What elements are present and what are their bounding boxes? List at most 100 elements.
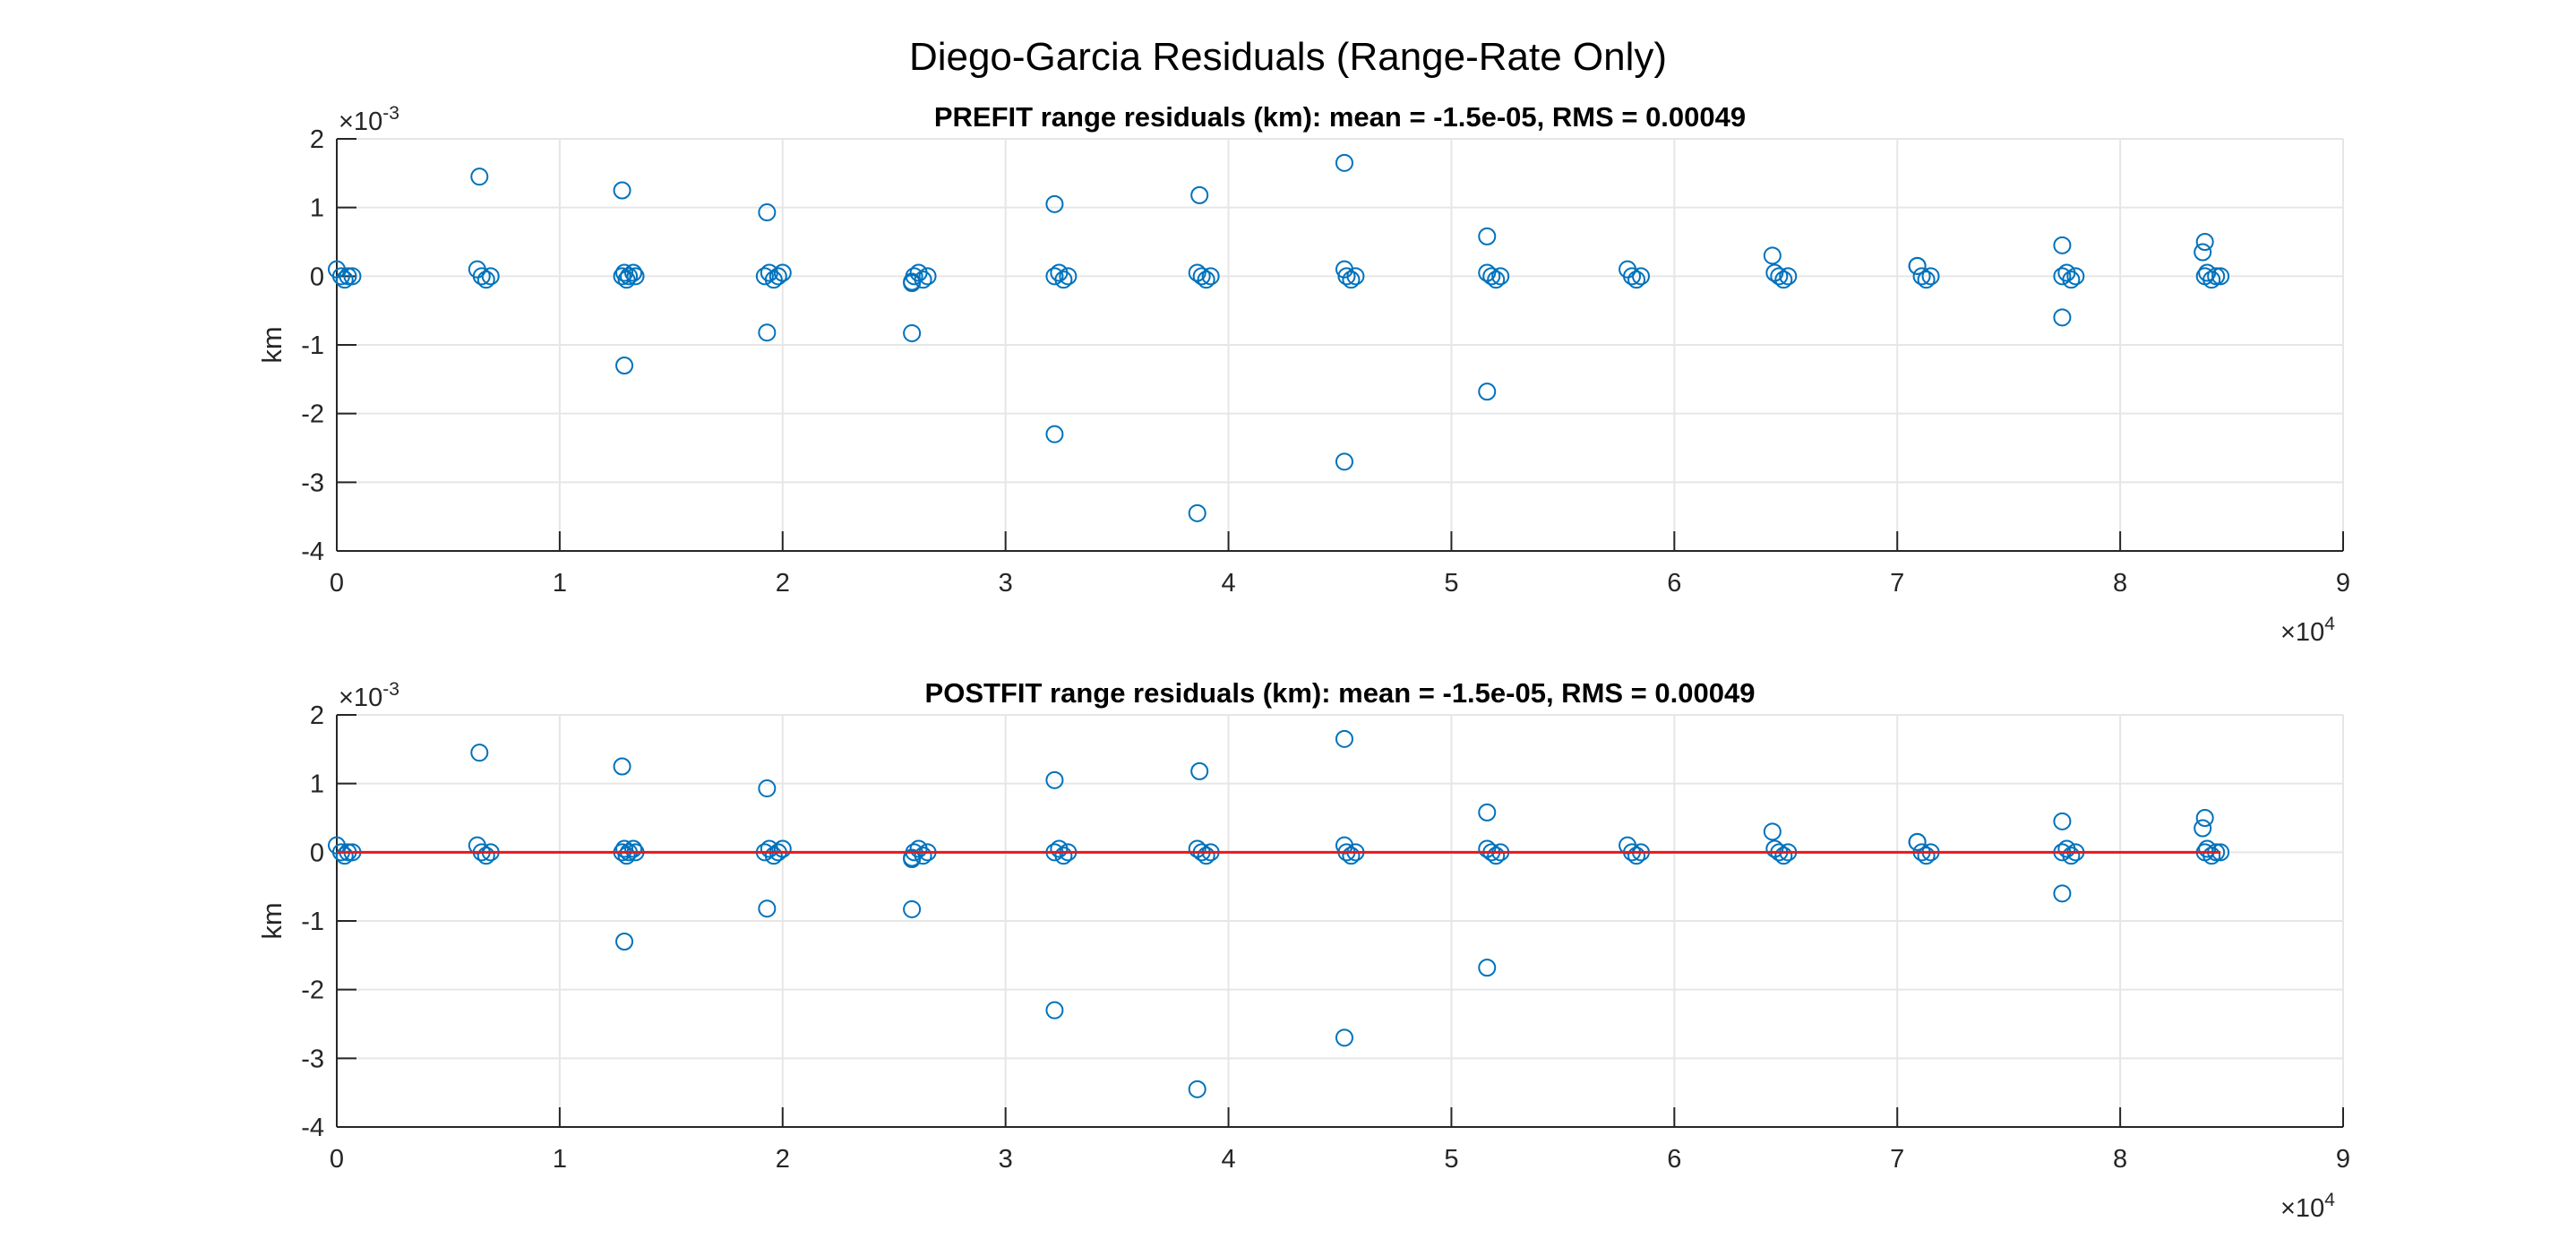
scatter-point [470,744,489,762]
scatter-point [2194,243,2212,262]
scatter-point [1190,761,1209,780]
scatter-point [2202,271,2221,289]
y-tick-label: 1 [310,194,324,223]
y-exponent-base: ×10 [339,684,382,712]
x-tick-label: 1 [553,569,567,598]
scatter-point [481,267,500,286]
scatter-point [1335,1028,1353,1047]
scatter-point [1054,847,1073,865]
x-tick-label: 3 [999,1145,1013,1174]
scatter-point [1487,847,1506,865]
y-tick-label: -4 [301,1114,324,1142]
y-tick-label: -2 [301,976,324,1005]
y-tick-label: -3 [301,1045,324,1073]
scatter-point [620,267,639,286]
y-tick-label: 0 [310,262,324,291]
scatter-point [1337,267,1356,286]
scatter-point [624,263,643,282]
scatter-point [773,839,792,858]
x-exponent-power: 4 [2324,1190,2335,1210]
scatter-point [613,181,631,200]
x-tick-label: 4 [1221,569,1235,598]
scatter-point [1342,271,1361,289]
scatter-point [477,847,495,865]
scatter-point [470,168,489,186]
scatter-point [624,839,643,858]
x-tick-label: 1 [553,1145,567,1174]
y-tick-label: -2 [301,400,324,429]
scatter-point [1627,271,1646,289]
scatter-point [615,839,634,858]
y-exponent-base: ×10 [339,108,382,136]
scatter-point [1917,847,1936,865]
y-tick-label: -1 [301,908,324,936]
scatter-point [1623,267,1642,286]
y-exponent-power: -3 [382,679,399,700]
scatter-point [769,267,787,286]
x-tick-label: 0 [330,569,344,598]
scatter-point [758,323,777,342]
scatter-point [1774,847,1793,865]
x-exponent-power: 4 [2324,614,2335,634]
scatter-point [335,271,354,289]
scatter-point [2195,809,2214,827]
scatter-point [1197,847,1215,865]
scatter-point [1908,256,1927,275]
subplot-postfit: 0 1 2 3 4 5 6 7 8 9-4-3-2-1012×10-3×104kmPOSTFIT … [256,677,2350,1223]
scatter-point [1192,267,1211,286]
scatter-point [1045,194,1064,213]
scatter-point [1201,267,1220,286]
scatter-point [2053,884,2072,903]
x-tick-label: 0 [330,1145,344,1174]
scatter-point [472,267,491,286]
y-exponent-label: ×10-3 [339,679,399,712]
y-tick-label: 1 [310,770,324,799]
scatter-point [1478,803,1497,822]
scatter-point [1774,271,1793,289]
scatter-point [2062,847,2081,865]
scatter-point [617,271,636,289]
x-tick-label: 6 [1667,1145,1681,1174]
scatter-point [764,847,783,865]
scatter-point [1045,770,1064,789]
scatter-point [335,847,354,865]
scatter-point [331,267,350,286]
x-exponent-base: ×10 [2280,1194,2324,1223]
scatter-point [2053,236,2072,254]
scatter-point [1779,267,1798,286]
scatter-point [2194,819,2212,838]
scatter-point [1188,839,1206,858]
scatter-point [2062,271,2081,289]
scatter-point [1765,263,1784,282]
scatter-point [903,323,922,342]
scatter-point [2066,267,2085,286]
scatter-point [1770,267,1789,286]
scatter-point [1627,847,1646,865]
x-exponent-label: ×104 [2280,614,2335,647]
scatter-point [343,267,362,286]
scatter-point [477,271,495,289]
x-tick-label: 5 [1444,569,1458,598]
y-tick-label: 2 [310,125,324,154]
x-tick-label: 8 [2113,1145,2127,1174]
x-tick-label: 2 [776,569,790,598]
y-tick-label: -3 [301,469,324,497]
scatter-point [758,899,777,918]
scatter-point [914,271,932,289]
scatter-point [613,757,631,776]
scatter-point [1478,383,1497,401]
scatter-point [1045,267,1064,286]
scatter-point [914,847,932,865]
scatter-point [2211,267,2230,286]
scatter-point [773,263,792,282]
scatter-point [755,267,774,286]
scatter-point [1346,267,1365,286]
y-exponent-power: -3 [382,103,399,124]
scatter-point [615,357,634,374]
scatter-point [903,848,922,867]
scatter-point [613,267,631,286]
scatter-point [339,267,357,286]
scatter-point [1197,271,1215,289]
